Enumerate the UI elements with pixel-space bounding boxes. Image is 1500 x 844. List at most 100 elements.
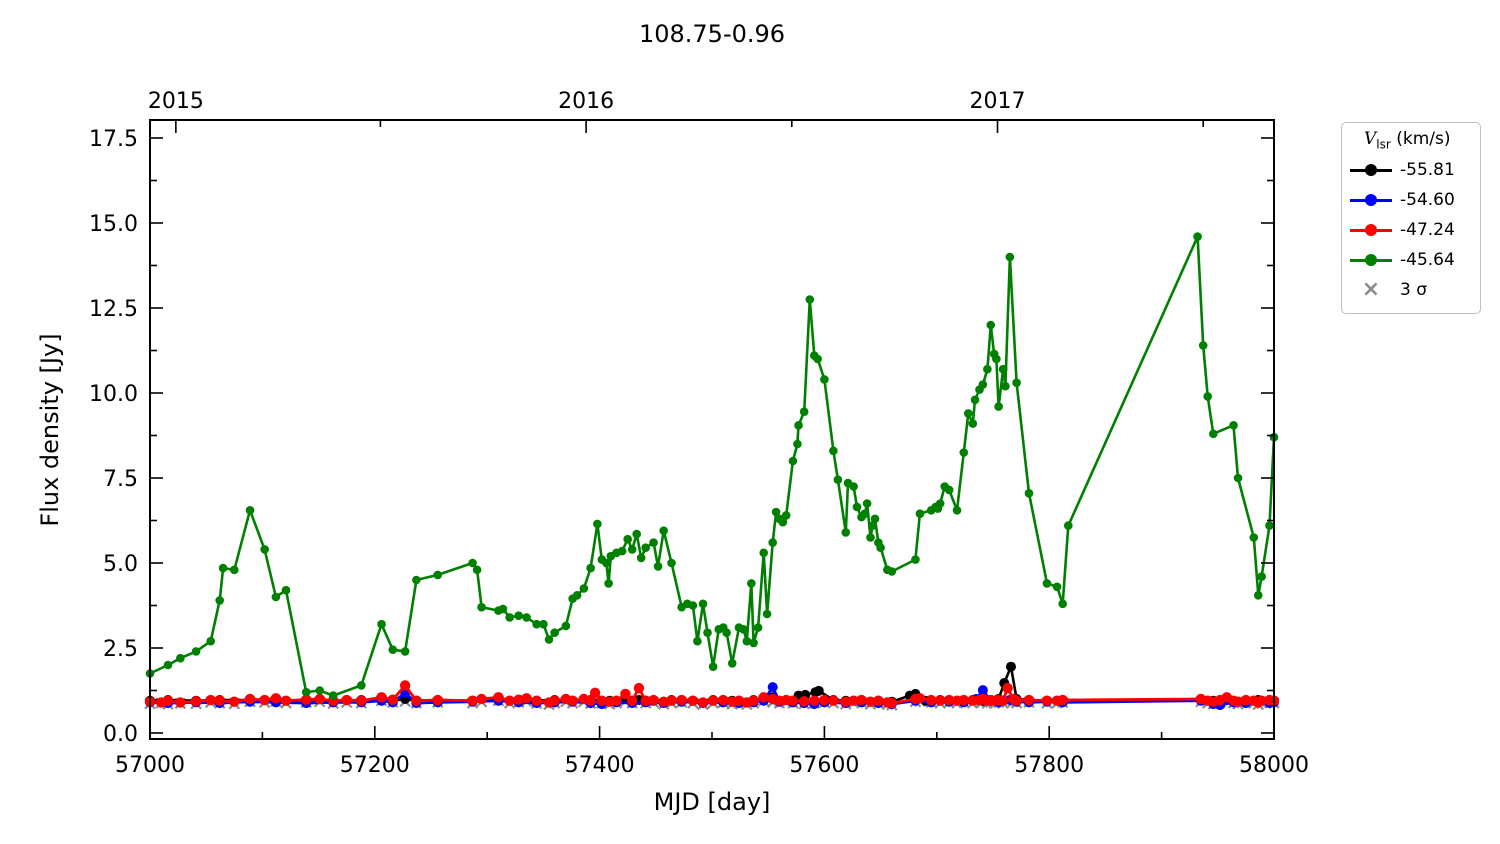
series-marker--47.24 bbox=[376, 692, 387, 703]
series-marker--45.64 bbox=[163, 660, 173, 670]
series-marker--45.64 bbox=[747, 579, 756, 588]
series-marker--55.81 bbox=[813, 685, 824, 696]
series-marker--47.24 bbox=[934, 695, 946, 706]
series-marker--45.64 bbox=[788, 456, 798, 466]
series-marker--45.64 bbox=[693, 636, 702, 646]
series-marker--45.64 bbox=[260, 545, 269, 554]
series-marker--45.64 bbox=[1024, 489, 1034, 498]
series-marker--45.64 bbox=[412, 575, 421, 585]
legend-item--45.64: -45.64 bbox=[1350, 245, 1472, 275]
series-marker--45.64 bbox=[911, 555, 920, 564]
series-marker--45.64 bbox=[986, 320, 996, 330]
series-marker--45.64 bbox=[1257, 572, 1266, 581]
series-marker--45.64 bbox=[860, 509, 870, 518]
series-marker--45.64 bbox=[544, 635, 554, 644]
series-marker--45.64 bbox=[698, 599, 708, 609]
series-marker--45.64 bbox=[1229, 421, 1238, 430]
series-marker--45.64 bbox=[301, 687, 311, 697]
series-marker--45.64 bbox=[963, 409, 973, 418]
series-marker--47.24 bbox=[856, 694, 867, 706]
sigma-x-icon: × bbox=[1361, 277, 1381, 303]
series-marker--45.64 bbox=[636, 553, 646, 563]
series-marker--47.24 bbox=[943, 694, 955, 706]
series-marker--45.64 bbox=[992, 354, 1001, 364]
series-marker--45.64 bbox=[866, 533, 875, 542]
series-marker--47.24 bbox=[387, 694, 398, 705]
series-marker--45.64 bbox=[653, 562, 663, 571]
series-marker--45.64 bbox=[868, 521, 878, 530]
series-marker--45.64 bbox=[328, 691, 338, 700]
legend-label: -47.24 bbox=[1400, 220, 1455, 241]
series-marker--45.64 bbox=[1064, 521, 1073, 530]
series-marker--47.24 bbox=[244, 693, 256, 705]
series-marker--47.24 bbox=[809, 695, 820, 706]
series-marker--45.64 bbox=[722, 628, 731, 637]
year-tick-label: 2017 bbox=[969, 89, 1025, 114]
series-marker--47.24 bbox=[399, 680, 411, 691]
series-marker--45.64 bbox=[579, 584, 589, 593]
series-marker--45.64 bbox=[245, 506, 255, 515]
series-marker--45.64 bbox=[1233, 473, 1243, 483]
series-marker--45.64 bbox=[768, 538, 777, 547]
plot-border bbox=[149, 119, 1275, 740]
series-marker--45.64 bbox=[1052, 582, 1062, 592]
series-marker--45.64 bbox=[862, 499, 872, 508]
y-tick-label: 15.0 bbox=[89, 212, 138, 237]
series-marker--45.64 bbox=[433, 570, 443, 580]
series-marker--45.64 bbox=[753, 623, 763, 632]
series-marker--47.24 bbox=[914, 693, 926, 704]
series-marker--45.64 bbox=[472, 565, 482, 575]
series-marker--45.64 bbox=[514, 611, 523, 620]
legend-item-3-sigma: × 3 σ bbox=[1350, 275, 1472, 305]
series-marker--47.24 bbox=[513, 694, 524, 705]
series-marker--45.64 bbox=[191, 647, 201, 656]
series-marker--45.64 bbox=[1249, 533, 1259, 542]
series-marker--45.64 bbox=[1012, 378, 1021, 388]
series-marker--45.64 bbox=[813, 354, 822, 364]
series-marker--45.64 bbox=[377, 619, 386, 629]
y-tick-label: 0.0 bbox=[103, 722, 138, 747]
series-marker--45.64 bbox=[1042, 579, 1052, 588]
series-marker--45.64 bbox=[970, 395, 980, 405]
series-marker--47.24 bbox=[865, 696, 876, 707]
series-marker--45.64 bbox=[998, 364, 1008, 374]
series-marker--47.24 bbox=[411, 695, 422, 706]
x-tick-label: 58000 bbox=[1239, 753, 1309, 778]
chart-title: 108.75-0.96 bbox=[638, 20, 786, 48]
series-marker--47.24 bbox=[1011, 695, 1022, 706]
series-marker--45.64 bbox=[632, 529, 641, 539]
series-marker--47.24 bbox=[611, 695, 622, 706]
series-marker--45.64 bbox=[1198, 341, 1208, 350]
legend-label: -54.60 bbox=[1400, 190, 1455, 211]
x-tick-label: 57600 bbox=[789, 753, 859, 778]
series-marker--45.64 bbox=[833, 475, 843, 485]
year-tick-label: 2016 bbox=[558, 89, 614, 114]
series-marker--45.64 bbox=[218, 563, 228, 573]
series-marker--47.24 bbox=[1041, 695, 1053, 706]
series-marker--47.24 bbox=[1256, 695, 1267, 706]
series-marker--45.64 bbox=[1001, 381, 1010, 391]
series-marker--47.24 bbox=[356, 695, 367, 706]
series-marker--45.64 bbox=[820, 375, 829, 384]
x-tick-label: 57000 bbox=[115, 753, 185, 778]
series-marker--45.64 bbox=[978, 380, 988, 389]
series-marker--45.64 bbox=[1253, 591, 1263, 600]
series-marker--45.64 bbox=[1193, 232, 1202, 241]
series-marker--47.24 bbox=[707, 695, 719, 706]
series-marker--45.64 bbox=[739, 625, 748, 634]
series-marker--45.64 bbox=[852, 502, 862, 512]
series-marker--45.64 bbox=[561, 621, 571, 631]
legend-swatch bbox=[1350, 193, 1392, 207]
series-marker--47.24 bbox=[626, 695, 638, 706]
y-tick-label: 7.5 bbox=[103, 467, 138, 492]
series-marker--45.64 bbox=[727, 659, 737, 668]
series-marker--45.64 bbox=[742, 636, 752, 646]
legend-item--47.24: -47.24 bbox=[1350, 215, 1472, 245]
series-marker--45.64 bbox=[206, 636, 215, 646]
series-marker--47.24 bbox=[798, 696, 810, 707]
series-marker--47.24 bbox=[205, 694, 216, 706]
series-marker--47.24 bbox=[676, 694, 687, 706]
series-marker--45.64 bbox=[602, 558, 611, 568]
series-marker--47.24 bbox=[1057, 694, 1068, 706]
series-marker--54.60 bbox=[767, 682, 778, 693]
